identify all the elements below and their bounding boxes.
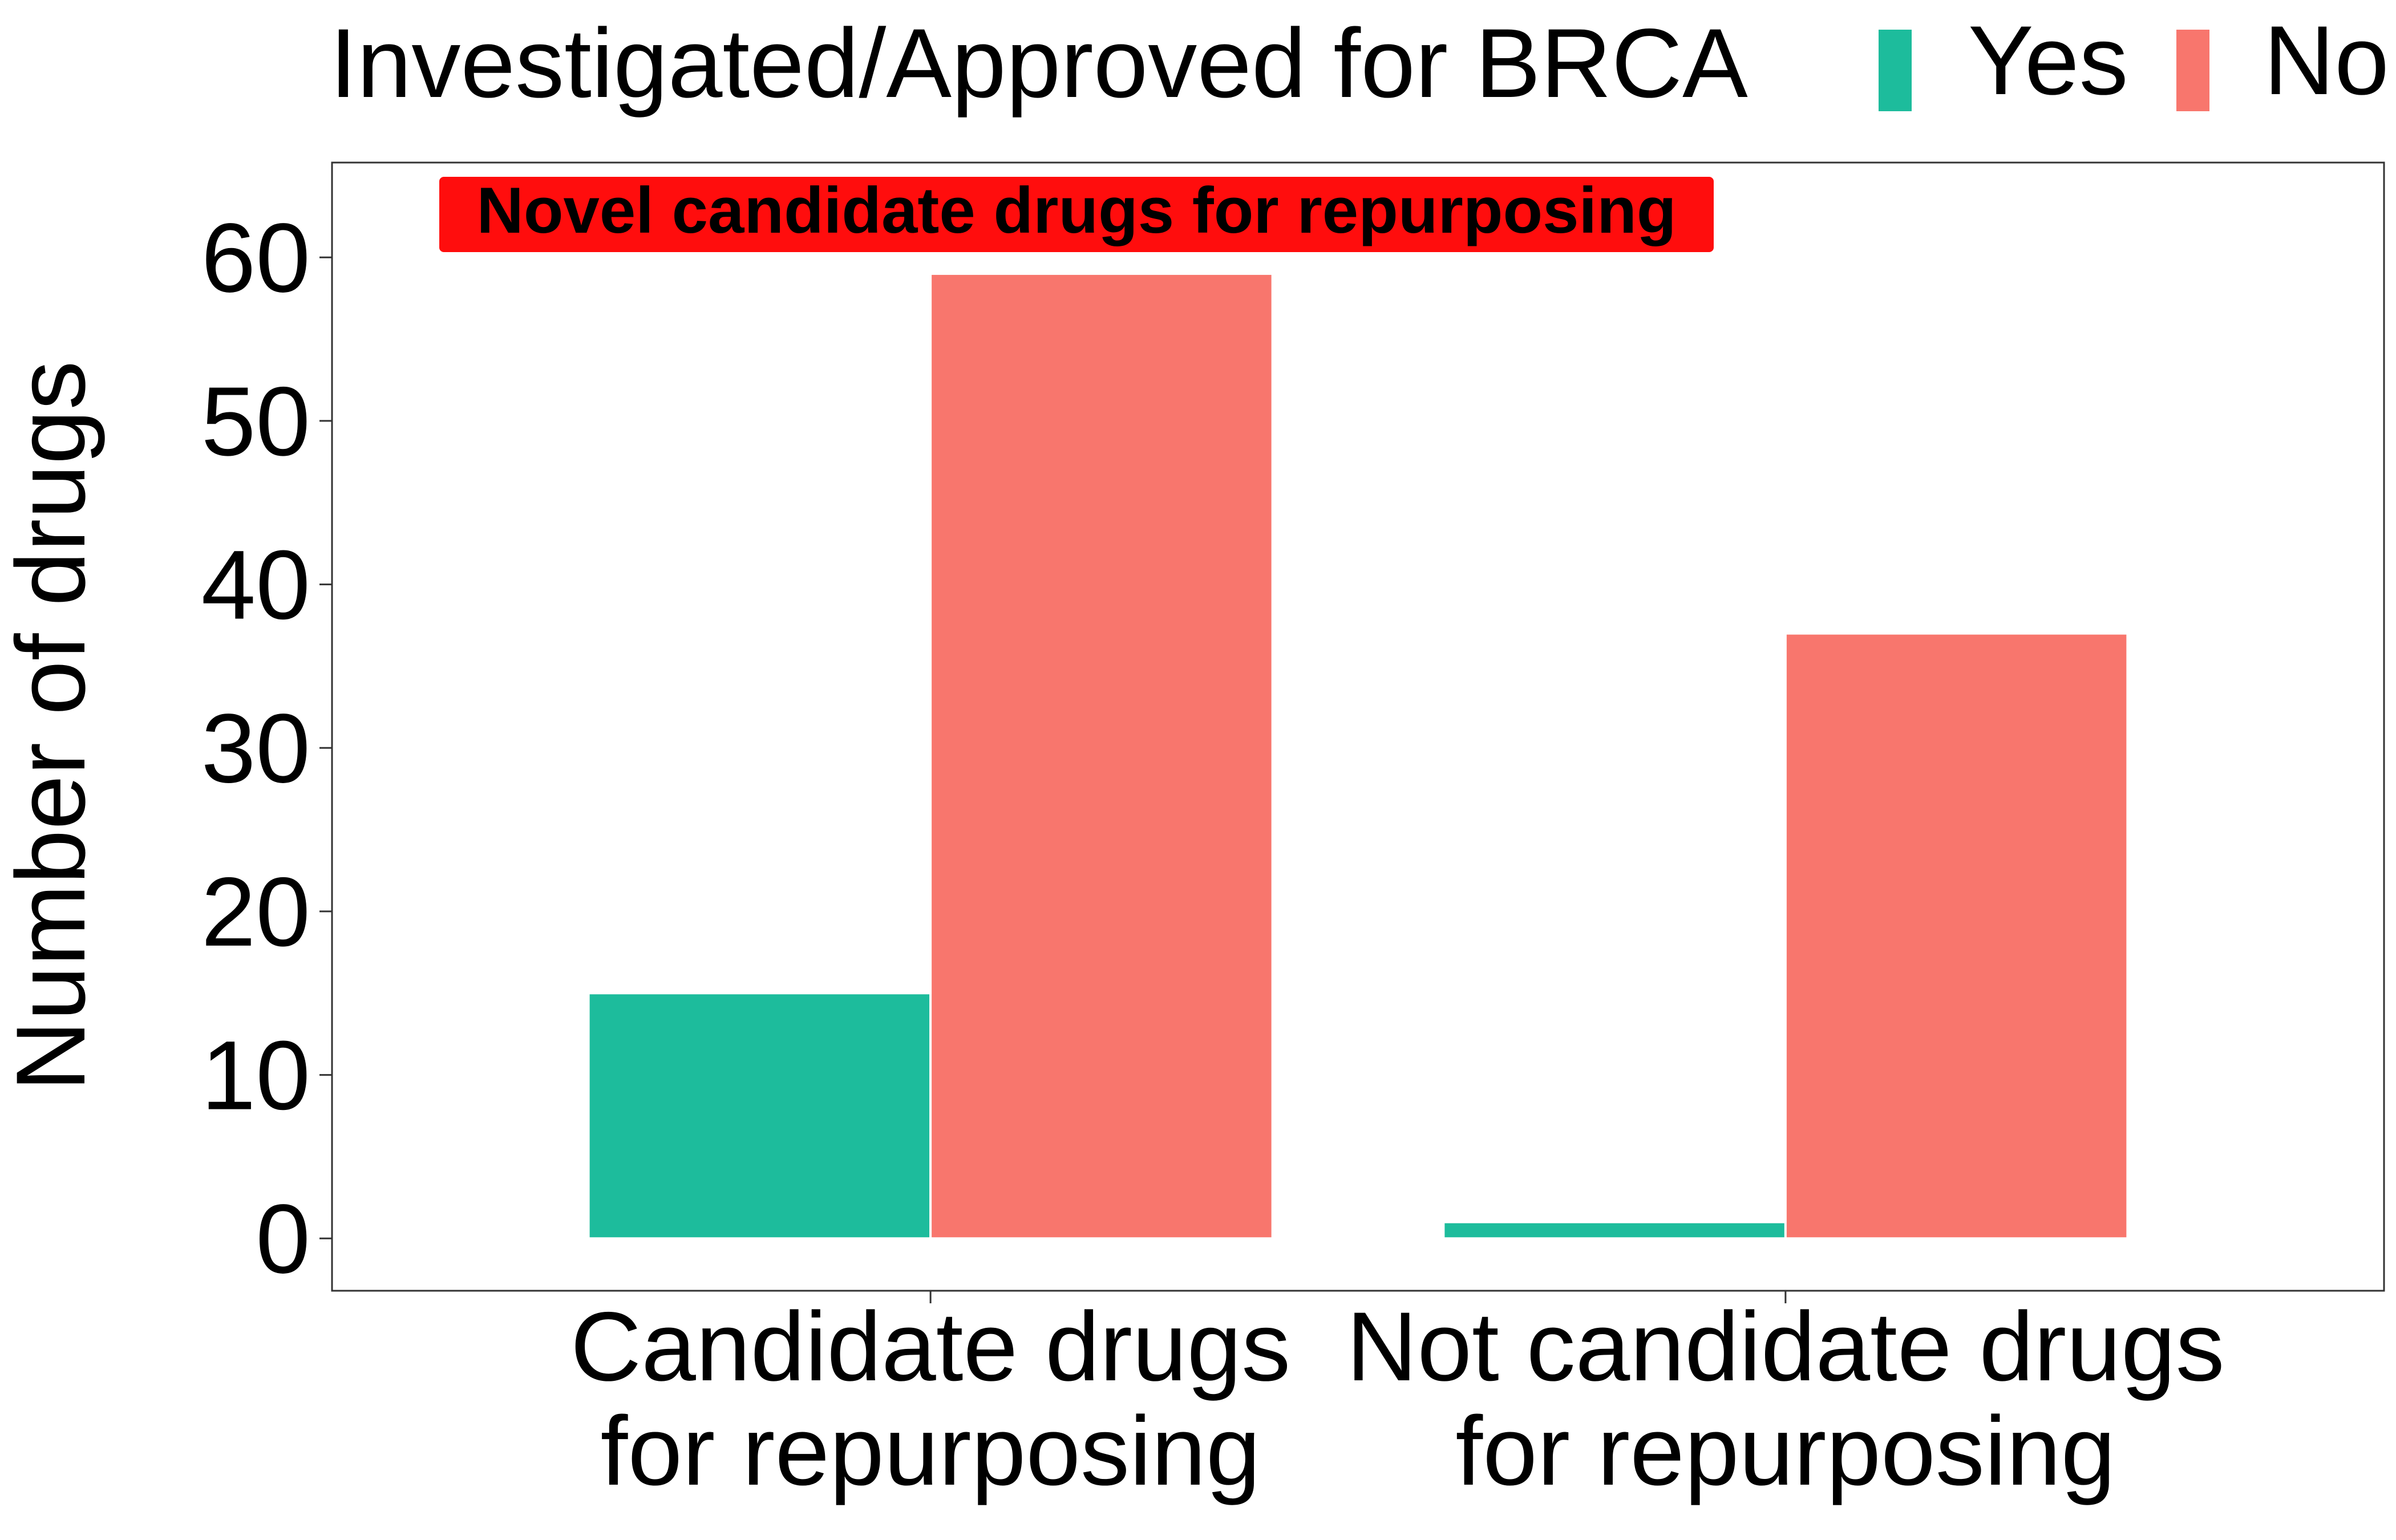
bars [587,272,2129,1240]
legend: Investigated/Approved for BRCA Yes No [330,6,2389,118]
x-tick-label: Not candidate drugs for repurposing [1346,1292,2224,1506]
legend-label-yes: Yes [1968,6,2128,115]
x-tick-label: Candidate drugs for repurposing [570,1292,1290,1506]
y-tick-label: 50 [201,367,310,476]
annotation-label: Novel candidate drugs for repurposing [439,175,1714,252]
y-tick-label: 60 [201,203,310,313]
bar-yes [587,992,932,1240]
x-axis: Candidate drugs for repurposing Not candid… [570,1291,2225,1506]
y-tick-label: 40 [201,530,310,640]
y-axis-title: Number of drugs [0,360,106,1091]
y-tick-label: 10 [201,1021,310,1130]
legend-title: Investigated/Approved for BRCA [330,9,1748,118]
legend-swatch-no [2176,30,2209,111]
y-tick-label: 0 [256,1184,310,1294]
y-tick-label: 30 [201,694,310,803]
plot-panel [331,161,2385,1292]
y-axis: 0 10 20 30 40 50 60 [201,203,332,1294]
bar-no [929,272,1274,1240]
annotation-background [439,177,1714,252]
annotation-text: Novel candidate drugs for repurposing [477,175,1677,247]
bar-no [1784,632,2129,1240]
legend-swatch-yes [1879,30,1912,111]
y-tick-label: 20 [201,857,310,967]
legend-label-no: No [2264,6,2389,115]
bar-yes [1442,1221,1787,1240]
